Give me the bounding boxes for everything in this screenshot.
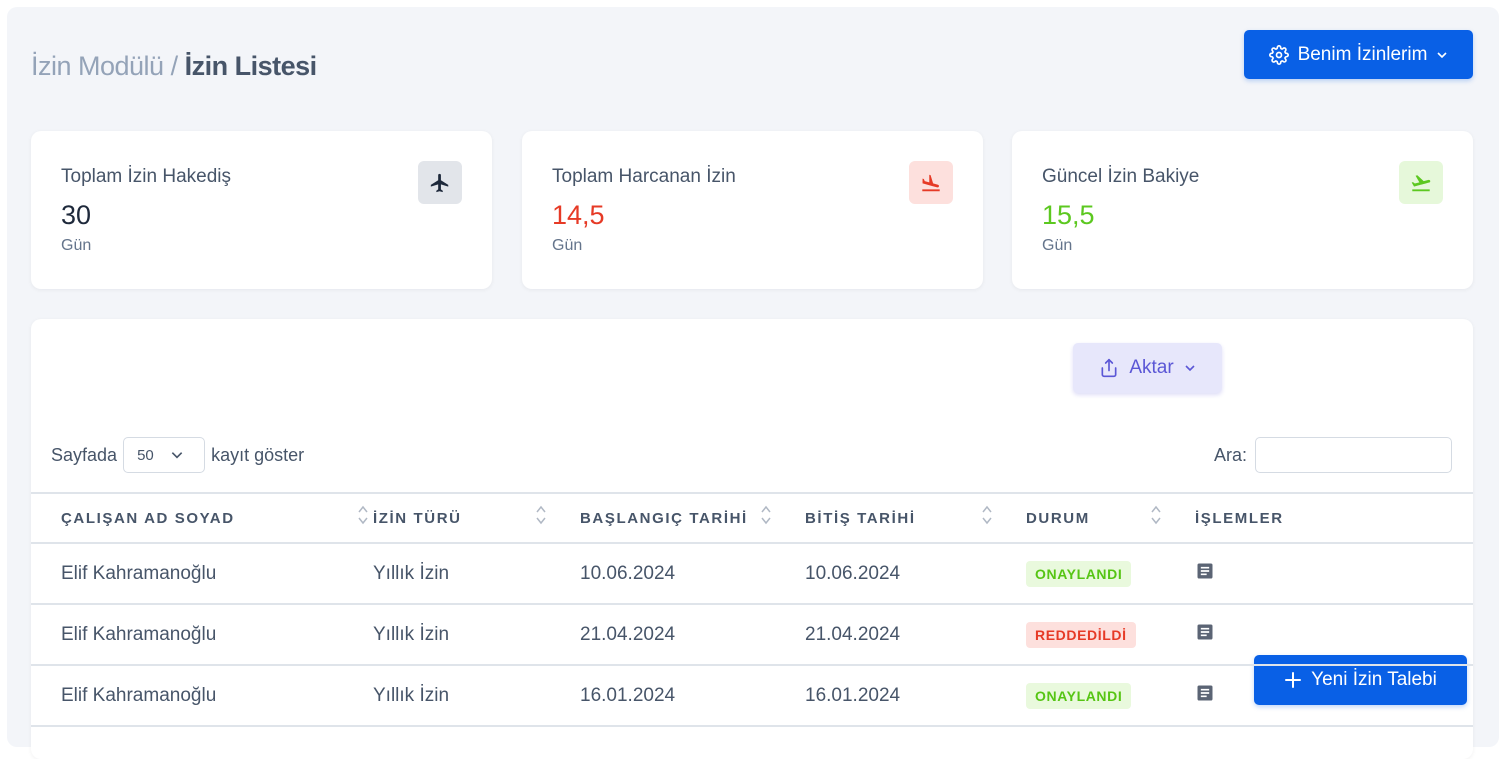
cell-actions xyxy=(1195,604,1473,666)
table-row: Elif Kahramanoğlu Yıllık İzin 10.06.2024… xyxy=(31,543,1473,605)
stat-value: 30 xyxy=(61,200,92,230)
breadcrumb-separator: / xyxy=(163,51,185,81)
details-icon[interactable] xyxy=(1195,622,1215,642)
cell-employee: Elif Kahramanoğlu xyxy=(31,543,373,605)
export-label: Aktar xyxy=(1129,357,1174,378)
stat-unit: Gün xyxy=(61,237,92,254)
cell-end-date: 10.06.2024 xyxy=(805,543,1026,605)
flight-land-icon xyxy=(909,161,953,204)
stat-label: Toplam Harcanan İzin xyxy=(552,166,736,187)
my-leaves-label: Benim İzinlerim xyxy=(1297,43,1428,65)
stat-value: 14,5 xyxy=(552,200,605,230)
search-label: Ara: xyxy=(1214,444,1248,465)
column-header-type[interactable]: İZİN TÜRÜ xyxy=(373,492,580,544)
stat-value: 15,5 xyxy=(1042,200,1095,230)
status-badge: ONAYLANDI xyxy=(1026,560,1132,587)
stat-unit: Gün xyxy=(1042,237,1073,254)
sort-icon xyxy=(981,505,993,525)
gear-icon xyxy=(1268,44,1289,65)
sort-icon xyxy=(535,505,547,525)
my-leaves-button[interactable]: Benim İzinlerim xyxy=(1244,30,1473,79)
page-container: İzin Modülü / İzin Listesi Benim İzinler… xyxy=(7,7,1499,759)
details-icon[interactable] xyxy=(1195,683,1215,703)
stat-unit: Gün xyxy=(552,237,583,254)
column-header-employee[interactable]: ÇALIŞAN AD SOYAD xyxy=(31,492,373,544)
page-length-select[interactable]: 50 xyxy=(123,437,206,473)
breadcrumb-parent[interactable]: İzin Modülü xyxy=(31,51,164,81)
cell-type: Yıllık İzin xyxy=(373,543,580,605)
search-input[interactable] xyxy=(1255,437,1453,473)
share-icon xyxy=(1101,358,1117,378)
stat-card-current-balance: Güncel İzin Bakiye 15,5 Gün xyxy=(1012,131,1473,289)
cell-start-date: 16.01.2024 xyxy=(580,665,805,727)
chevron-down-icon xyxy=(171,452,183,459)
cell-type: Yıllık İzin xyxy=(373,604,580,666)
page-length-control: Sayfada 50 kayıt göster xyxy=(51,437,304,473)
chevron-down-icon xyxy=(1437,51,1448,58)
status-badge: REDDEDİLDİ xyxy=(1026,621,1136,648)
stat-label: Güncel İzin Bakiye xyxy=(1042,166,1200,187)
cell-start-date: 10.06.2024 xyxy=(580,543,805,605)
leave-table: ÇALIŞAN AD SOYAD İZİN TÜRÜ BAŞLANGIÇ TAR… xyxy=(31,492,1473,727)
cell-employee: Elif Kahramanoğlu xyxy=(31,665,373,727)
chevron-down-icon xyxy=(1185,365,1195,372)
cell-status: REDDEDİLDİ xyxy=(1026,604,1195,666)
sort-icon xyxy=(760,505,772,525)
details-icon[interactable] xyxy=(1195,561,1215,581)
cell-start-date: 21.04.2024 xyxy=(580,604,805,666)
table-row: Elif Kahramanoğlu Yıllık İzin 16.01.2024… xyxy=(31,665,1473,727)
cell-status: ONAYLANDI xyxy=(1026,543,1195,605)
flight-takeoff-icon xyxy=(1399,161,1443,204)
page-title: İzin Listesi xyxy=(184,51,318,81)
cell-employee: Elif Kahramanoğlu xyxy=(31,604,373,666)
cell-end-date: 21.04.2024 xyxy=(805,604,1026,666)
cell-actions xyxy=(1195,665,1473,727)
sort-icon xyxy=(1150,505,1162,525)
stat-card-total-entitlement: Toplam İzin Hakediş 30 Gün xyxy=(31,131,492,289)
stat-label: Toplam İzin Hakediş xyxy=(61,166,232,187)
table-header-row: ÇALIŞAN AD SOYAD İZİN TÜRÜ BAŞLANGIÇ TAR… xyxy=(31,492,1473,544)
export-button[interactable]: Aktar xyxy=(1073,343,1222,393)
column-header-actions: İŞLEMLER xyxy=(1195,492,1473,544)
page-length-value: 50 xyxy=(137,446,154,464)
cell-type: Yıllık İzin xyxy=(373,665,580,727)
table-search: Ara: xyxy=(1214,437,1453,473)
column-header-status[interactable]: DURUM xyxy=(1026,492,1195,544)
column-header-start-date[interactable]: BAŞLANGIÇ TARİHİ xyxy=(580,492,805,544)
length-suffix: kayıt göster xyxy=(211,444,305,465)
stat-card-total-spent: Toplam Harcanan İzin 14,5 Gün xyxy=(522,131,983,289)
leave-table-card: Aktar Yeni İzin Talebi Sayfada 50 kayıt … xyxy=(31,319,1473,759)
sort-icon xyxy=(357,505,369,525)
breadcrumb: İzin Modülü / İzin Listesi xyxy=(31,51,317,82)
airplane-icon xyxy=(418,161,462,204)
status-badge: ONAYLANDI xyxy=(1026,682,1132,709)
cell-actions xyxy=(1195,543,1473,605)
cell-end-date: 16.01.2024 xyxy=(805,665,1026,727)
column-header-end-date[interactable]: BİTİŞ TARİHİ xyxy=(805,492,1026,544)
length-prefix: Sayfada xyxy=(51,444,118,465)
table-row: Elif Kahramanoğlu Yıllık İzin 21.04.2024… xyxy=(31,604,1473,666)
cell-status: ONAYLANDI xyxy=(1026,665,1195,727)
